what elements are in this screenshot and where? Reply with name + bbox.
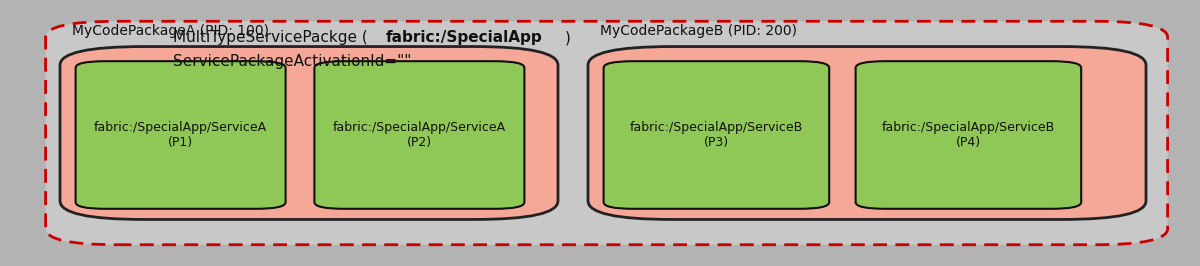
Text: ): )	[565, 30, 570, 45]
Text: MyCodePackageB (PID: 200): MyCodePackageB (PID: 200)	[600, 24, 797, 38]
Text: fabric:/SpecialApp/ServiceA
(P1): fabric:/SpecialApp/ServiceA (P1)	[94, 121, 268, 149]
Text: MultiTypeServicePackge (: MultiTypeServicePackge (	[173, 30, 368, 45]
FancyBboxPatch shape	[76, 61, 286, 209]
Text: fabric:/SpecialApp/ServiceB
(P3): fabric:/SpecialApp/ServiceB (P3)	[630, 121, 803, 149]
FancyBboxPatch shape	[60, 47, 558, 219]
Text: ServicePackageActivationId="": ServicePackageActivationId=""	[173, 54, 412, 69]
FancyBboxPatch shape	[604, 61, 829, 209]
FancyBboxPatch shape	[46, 21, 1168, 245]
FancyBboxPatch shape	[314, 61, 524, 209]
Text: MyCodePackageA (PID: 100): MyCodePackageA (PID: 100)	[72, 24, 269, 38]
Text: fabric:/SpecialApp/ServiceB
(P4): fabric:/SpecialApp/ServiceB (P4)	[882, 121, 1055, 149]
Text: fabric:/SpecialApp/ServiceA
(P2): fabric:/SpecialApp/ServiceA (P2)	[332, 121, 506, 149]
Text: fabric:/SpecialApp: fabric:/SpecialApp	[386, 30, 542, 45]
FancyBboxPatch shape	[856, 61, 1081, 209]
FancyBboxPatch shape	[588, 47, 1146, 219]
